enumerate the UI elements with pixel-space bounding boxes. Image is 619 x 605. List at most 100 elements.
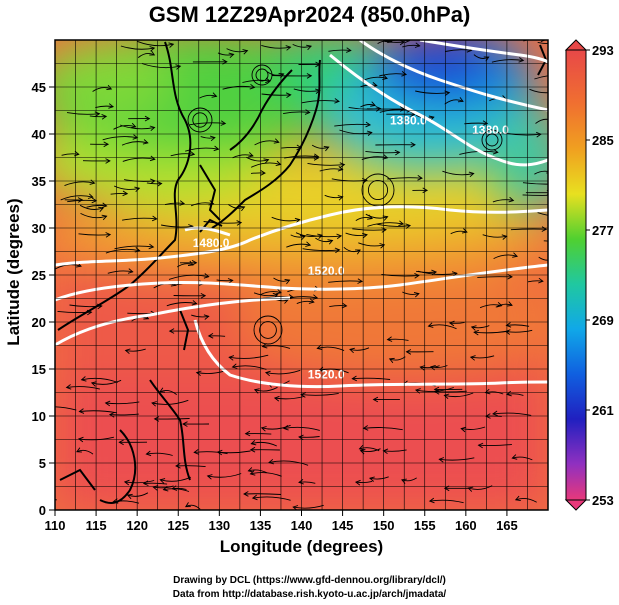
streamline-arrowhead [461,228,468,234]
streamline-arrowhead [159,387,166,393]
streamline-arrowhead [316,344,323,351]
streamline-arrowhead [366,130,373,136]
streamline [191,314,209,318]
streamline-arrowhead [203,314,210,320]
streamline [292,43,312,48]
streamline [363,427,403,431]
streamline [194,451,228,455]
streamline [273,277,290,282]
streamline [328,49,351,52]
eddy-streamline [253,315,283,345]
streamline-arrowhead [354,479,361,486]
streamline-arrowhead [175,64,182,70]
streamline-arrowhead [372,396,379,403]
streamline [478,443,512,447]
streamline [271,216,300,222]
streamline [349,347,370,351]
streamline-arrowhead [273,138,280,144]
y-tick-label: 25 [32,268,46,283]
streamline-arrowhead [482,120,489,126]
streamline-arrowhead [518,57,525,63]
streamline [60,195,93,201]
streamline [163,488,190,492]
streamline-arrowhead [492,149,499,155]
streamline-arrowhead [504,329,511,335]
streamline [293,504,324,509]
y-tick-label: 45 [32,80,46,95]
streamline [120,45,155,50]
streamline-arrowhead [555,182,560,187]
streamline-arrowhead [101,214,108,221]
streamline [430,365,448,368]
streamline [66,112,100,115]
streamline [107,270,133,274]
streamline [306,233,342,238]
streamline [261,93,291,96]
colorbar-tick-label: 261 [592,403,614,418]
streamline [445,49,472,52]
streamline [91,379,122,385]
streamline-arrowhead [346,47,352,53]
contour-label: 1380.0 [390,114,427,128]
streamline [137,52,155,58]
streamline [529,88,548,94]
streamline [505,329,533,333]
streamline [57,310,92,314]
height-contours [55,40,548,389]
streamline-arrowhead [370,101,376,107]
streamline-arrowhead [213,145,220,152]
streamline-arrowhead [285,45,292,51]
streamline [168,274,209,280]
streamline-arrowhead [349,347,355,354]
x-tick-label: 130 [208,518,230,533]
x-tick-label: 140 [291,518,313,533]
streamline [105,401,140,405]
streamline-arrowhead [272,292,279,299]
streamline-arrowhead [168,42,175,48]
streamline [376,223,411,227]
streamline [283,426,320,431]
streamline [79,410,117,414]
streamline-arrowhead [428,115,435,121]
streamline [302,248,340,252]
streamline [78,233,111,236]
streamline-arrowhead [275,160,282,167]
eddy-streamline [251,64,273,86]
streamline-arrowhead [142,139,149,145]
streamline-arrowhead [362,425,369,431]
streamline-arrowhead [505,322,512,328]
streamline [538,256,548,261]
streamline [141,63,181,69]
streamline-arrowhead [249,446,256,453]
streamline [367,222,404,227]
streamline [229,354,269,359]
streamline [95,105,114,109]
streamline [196,370,226,374]
streamline [387,177,423,180]
streamline-arrowhead [551,90,556,95]
streamline-arrowhead [351,375,357,382]
streamline-arrowhead [368,476,375,482]
streamline-arrowhead [90,381,97,387]
streamline [160,476,191,482]
streamline-arrowhead [438,457,445,463]
streamline [290,234,306,238]
streamline-arrowhead [151,401,157,407]
streamline-arrowhead [339,162,346,168]
streamline-arrowhead [122,190,129,197]
streamline-arrowhead [187,260,194,266]
streamline [251,441,277,447]
streamline [387,338,409,341]
streamline [105,248,140,254]
streamline [122,217,157,221]
streamline-arrowhead [264,370,271,377]
streamline [449,321,465,324]
streamline [444,392,474,398]
streamline-arrowhead [365,121,372,128]
streamline [535,118,548,124]
streamline [352,377,391,380]
eddy-streamline [481,129,503,151]
credit-data-source: Data from http://database.rish.kyoto-u.a… [172,589,447,600]
streamline [383,449,407,452]
